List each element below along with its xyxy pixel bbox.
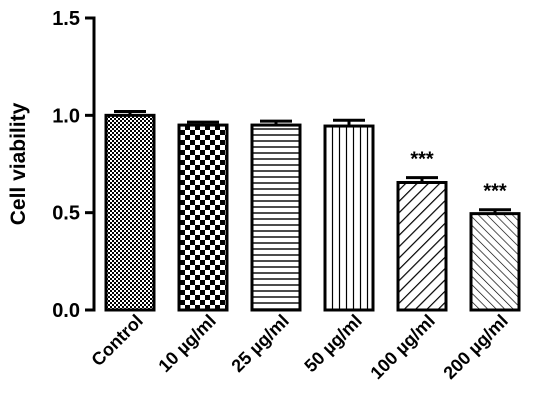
significance-label: *** bbox=[410, 149, 434, 171]
x-category-label: 10 µg/ml bbox=[154, 311, 219, 376]
significance-label: *** bbox=[483, 181, 507, 203]
bar bbox=[177, 123, 229, 312]
bar bbox=[396, 180, 448, 312]
y-tick-label: 0.5 bbox=[52, 203, 80, 225]
x-category-label: 200 µg/ml bbox=[439, 311, 511, 383]
x-axis-labels: Control 10 µg/ml 25 µg/ml 50 µg/ml 100 µg/ml… bbox=[87, 311, 511, 383]
bar bbox=[104, 113, 156, 312]
bar bbox=[469, 212, 521, 312]
bars: *** *** bbox=[104, 109, 521, 312]
x-category-label: Control bbox=[87, 311, 146, 370]
x-category-label: 25 µg/ml bbox=[227, 311, 292, 376]
y-tick-label: 1.0 bbox=[52, 105, 80, 127]
y-tick-label: 1.5 bbox=[52, 8, 80, 30]
y-axis-ticks: 0.0 0.5 1.0 1.5 bbox=[52, 8, 94, 322]
x-category-label: 50 µg/ml bbox=[300, 311, 365, 376]
x-category-label: 100 µg/ml bbox=[366, 311, 438, 383]
y-tick-label: 0.0 bbox=[52, 300, 80, 322]
bar bbox=[323, 124, 375, 312]
bar bbox=[250, 123, 302, 312]
y-axis-title: Cell viability bbox=[7, 102, 30, 225]
